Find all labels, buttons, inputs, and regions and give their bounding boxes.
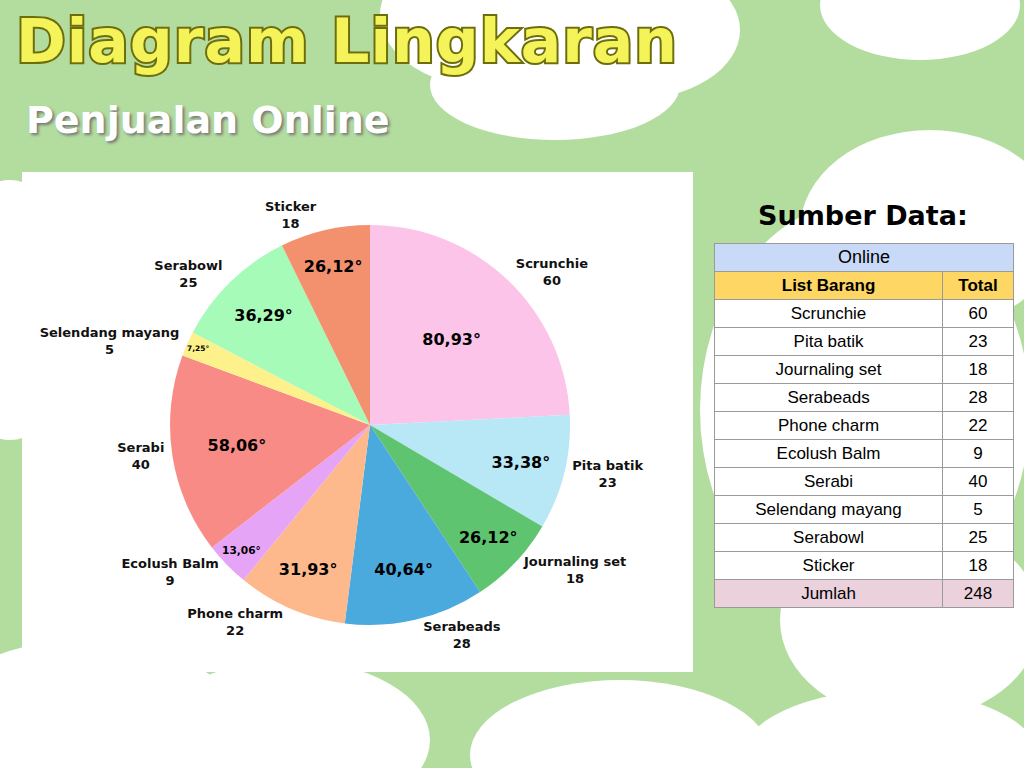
svg-text:40,64°: 40,64° <box>374 560 433 579</box>
svg-text:Journaling set18: Journaling set18 <box>523 554 626 586</box>
html-text:Phone charm: Phone charm <box>778 415 880 435</box>
html-text:Diagram Lingkaran: Diagram Lingkaran <box>16 6 678 76</box>
svg-text:Scrunchie60: Scrunchie60 <box>516 256 588 288</box>
html-text:Serabowl: Serabowl <box>793 527 864 547</box>
svg-text:Sticker18: Sticker18 <box>265 199 317 231</box>
html-text:40: 40 <box>968 471 988 491</box>
html-text:18: 18 <box>968 359 988 379</box>
svg-text:26,12°: 26,12° <box>304 257 363 276</box>
html-text:5: 5 <box>973 499 983 519</box>
svg-text:Serabeads28: Serabeads28 <box>423 619 501 651</box>
html-text:Serabi: Serabi <box>804 471 854 491</box>
svg-text:Ecolush Balm9: Ecolush Balm9 <box>121 556 218 588</box>
svg-text:80,93°: 80,93° <box>422 330 481 349</box>
html-text:Jumlah: Jumlah <box>801 583 856 603</box>
svg-text:13,06°: 13,06° <box>222 544 261 556</box>
svg-text:36,29°: 36,29° <box>234 306 293 325</box>
svg-text:7,25°: 7,25° <box>187 344 209 353</box>
html-text:Online: Online <box>838 247 890 267</box>
html-text:60: 60 <box>968 303 988 323</box>
svg-text:Selendang mayang5: Selendang mayang5 <box>40 325 180 357</box>
html-text:18: 18 <box>968 555 988 575</box>
html-text:22: 22 <box>968 415 988 435</box>
html-text:Total: Total <box>958 275 998 295</box>
html-text:25: 25 <box>968 527 988 547</box>
html-text:Penjualan Online: Penjualan Online <box>26 98 390 142</box>
html-text:Sticker: Sticker <box>802 555 855 575</box>
html-text:Journaling set: Journaling set <box>775 359 882 379</box>
html-text:Pita batik: Pita batik <box>793 331 864 351</box>
html-text:Ecolush Balm: Ecolush Balm <box>776 443 881 463</box>
svg-text:Serabowl25: Serabowl25 <box>154 258 222 290</box>
html-text:28: 28 <box>968 387 988 407</box>
html-text:Sumber Data:: Sumber Data: <box>758 200 968 231</box>
svg-text:58,06°: 58,06° <box>208 436 267 455</box>
html-text:23: 23 <box>968 331 988 351</box>
html-text:Serabeads: Serabeads <box>787 387 870 407</box>
html-text:9: 9 <box>973 443 983 463</box>
html-text:Selendang mayang: Selendang mayang <box>755 499 902 519</box>
html-text:248: 248 <box>963 583 993 603</box>
svg-text:Serabi40: Serabi40 <box>117 440 164 472</box>
html-text:List Barang: List Barang <box>781 275 876 295</box>
html-text:Scrunchie: Scrunchie <box>790 303 867 323</box>
svg-text:31,93°: 31,93° <box>279 560 338 579</box>
svg-text:33,38°: 33,38° <box>492 453 551 472</box>
svg-text:Pita batik23: Pita batik23 <box>572 458 643 490</box>
svg-text:Phone charm22: Phone charm22 <box>187 606 283 638</box>
svg-text:26,12°: 26,12° <box>459 528 518 547</box>
